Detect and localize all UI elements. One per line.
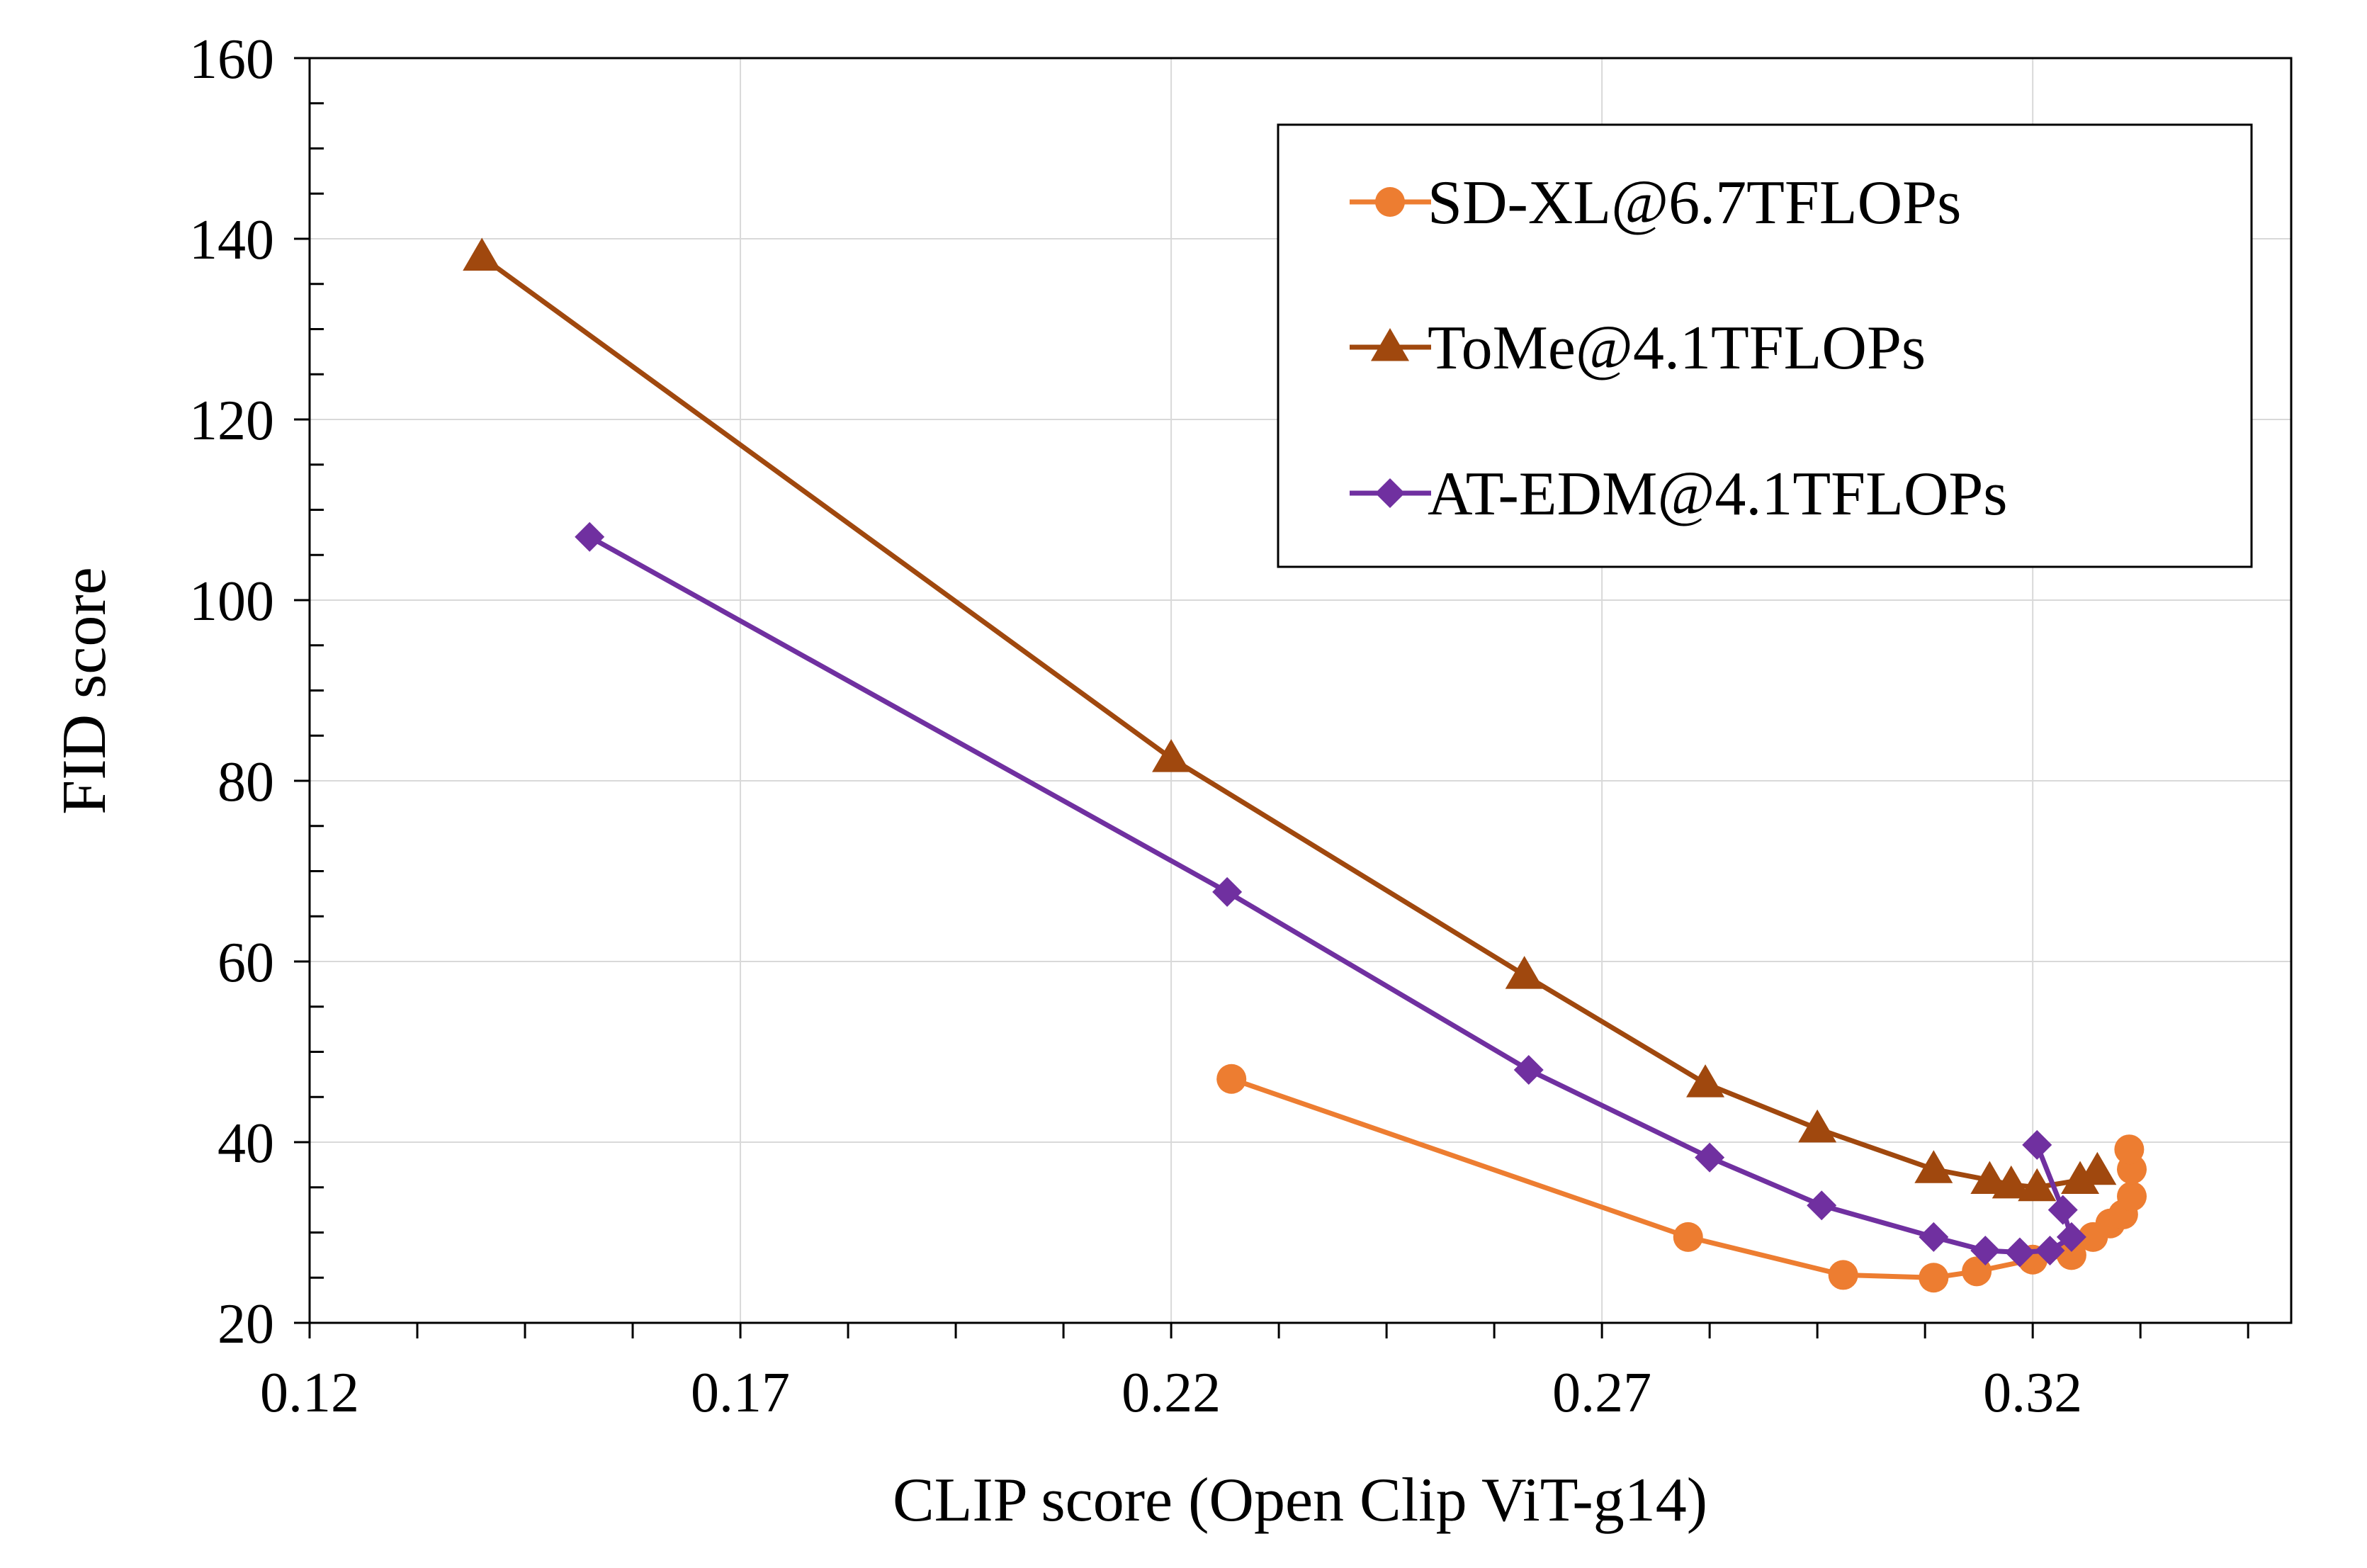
x-tick-label: 0.27 bbox=[1552, 1362, 1651, 1424]
series-layer bbox=[463, 237, 2147, 1293]
series-circle bbox=[1216, 1064, 2147, 1293]
legend-item: AT-EDM@4.1TFLOPs bbox=[1350, 460, 2008, 529]
data-point bbox=[1970, 1236, 2001, 1265]
x-axis-ticks: 0.12 0.17 0.22 0.27 0.32 bbox=[260, 1323, 2082, 1424]
y-tick-label: 140 bbox=[189, 209, 274, 271]
data-point bbox=[1828, 1260, 1858, 1290]
data-point bbox=[1686, 1064, 1725, 1098]
x-tick-label: 0.22 bbox=[1122, 1362, 1221, 1424]
y-axis-ticks: 20 40 60 80 100 120 140 160 bbox=[189, 28, 310, 1355]
data-point bbox=[575, 521, 605, 552]
data-point bbox=[1919, 1263, 1949, 1293]
data-point bbox=[2056, 1240, 2086, 1270]
data-point bbox=[1513, 1055, 1544, 1085]
x-tick-label: 0.12 bbox=[260, 1362, 359, 1424]
data-point bbox=[1152, 739, 1191, 772]
legend-item: ToMe@4.1TFLOPs bbox=[1350, 314, 1926, 383]
x-tick-label: 0.32 bbox=[1983, 1362, 2082, 1424]
legend-marker bbox=[1375, 187, 1405, 217]
data-point bbox=[1673, 1222, 1703, 1252]
y-tick-label: 60 bbox=[218, 932, 274, 994]
y-axis-title: FID score bbox=[50, 567, 119, 814]
data-point bbox=[2035, 1236, 2065, 1265]
y-tick-label: 20 bbox=[218, 1293, 274, 1355]
data-point bbox=[2061, 1161, 2100, 1194]
x-tick-label: 0.17 bbox=[691, 1362, 790, 1424]
y-tick-label: 40 bbox=[218, 1112, 274, 1175]
data-point bbox=[1216, 1064, 1247, 1094]
data-point bbox=[1695, 1142, 1725, 1173]
data-point bbox=[1505, 956, 1544, 989]
plot-area-border bbox=[308, 57, 2293, 1324]
legend-item: SD-XL@6.7TFLOPs bbox=[1350, 169, 1961, 237]
data-point bbox=[2004, 1237, 2035, 1268]
data-point bbox=[463, 237, 502, 271]
y-tick-label: 120 bbox=[189, 390, 274, 452]
legend-marker bbox=[1375, 478, 1405, 508]
series-diamond bbox=[575, 521, 2086, 1268]
x-axis-title: CLIP score (Open Clip ViT-g14) bbox=[893, 1466, 1707, 1535]
data-point bbox=[1970, 1161, 2009, 1194]
legend-label: AT-EDM@4.1TFLOPs bbox=[1428, 460, 2008, 529]
legend: SD-XL@6.7TFLOPs ToMe@4.1TFLOPs AT-EDM@4.1T… bbox=[1277, 123, 2253, 568]
minor-ticks bbox=[310, 102, 2249, 1338]
data-point bbox=[2022, 1129, 2052, 1160]
legend-marker bbox=[1371, 328, 1409, 361]
data-point bbox=[2047, 1195, 2078, 1225]
data-point bbox=[1807, 1190, 1837, 1221]
legend-label: SD-XL@6.7TFLOPs bbox=[1428, 169, 1961, 237]
data-point bbox=[2078, 1151, 2117, 1185]
data-point bbox=[2117, 1181, 2147, 1212]
data-point bbox=[1914, 1150, 1953, 1183]
data-point bbox=[1992, 1165, 2030, 1199]
data-point bbox=[2114, 1134, 2145, 1165]
legend-label: ToMe@4.1TFLOPs bbox=[1428, 314, 1926, 383]
y-tick-label: 80 bbox=[218, 751, 274, 813]
data-point bbox=[1919, 1222, 1949, 1252]
legend-box bbox=[1277, 123, 2253, 568]
data-point bbox=[2056, 1222, 2086, 1252]
data-point bbox=[2018, 1168, 2057, 1202]
data-point bbox=[1798, 1109, 1837, 1143]
y-tick-label: 100 bbox=[189, 570, 274, 633]
y-tick-label: 160 bbox=[189, 28, 274, 91]
legend-items: SD-XL@6.7TFLOPs ToMe@4.1TFLOPs AT-EDM@4.1T… bbox=[1350, 169, 2008, 529]
data-point bbox=[1212, 876, 1243, 907]
